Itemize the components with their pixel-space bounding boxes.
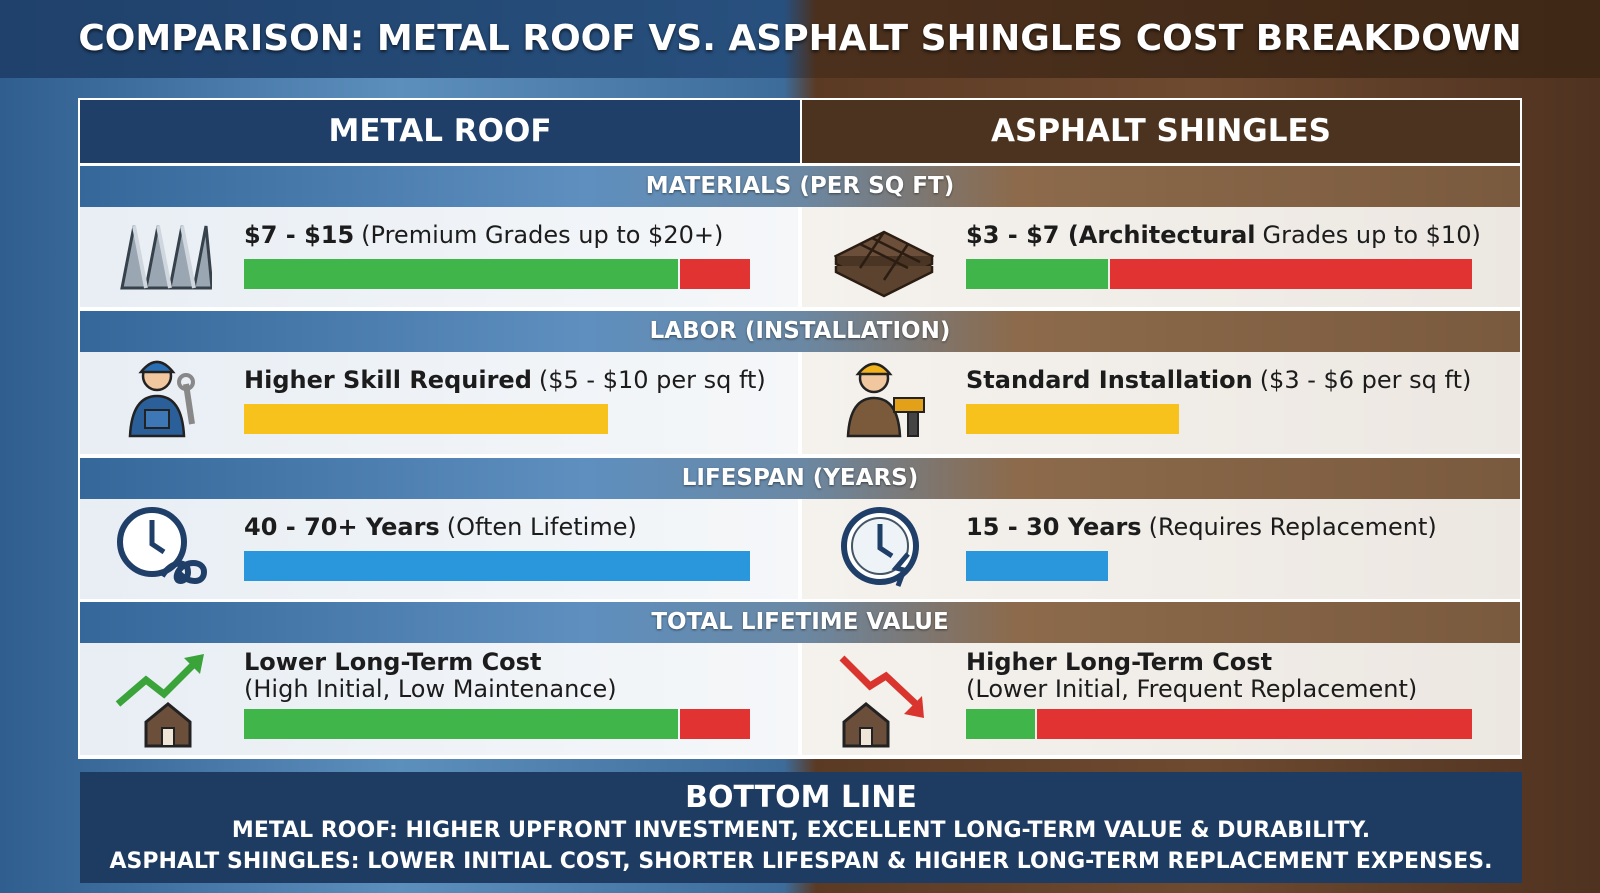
section-heading: LABOR (INSTALLATION): [80, 311, 1520, 352]
text: ($5 - $10 per sq ft): [538, 366, 766, 394]
comparison-cell: $7 - $15 (Premium Grades up to $20+): [80, 207, 798, 307]
bar: [244, 404, 750, 434]
cell-text: 15 - 30 Years (Requires Replacement): [966, 513, 1437, 541]
cell-text: $7 - $15 (Premium Grades up to $20+): [244, 221, 723, 249]
text: (Often Lifetime): [446, 513, 637, 541]
bar: [966, 259, 1472, 289]
comparison-cell: Higher Skill Required ($5 - $10 per sq ft…: [80, 352, 798, 454]
bar-segment: [244, 404, 609, 434]
bar-segment: [244, 551, 750, 581]
text: (High Initial, Low Maintenance): [244, 675, 617, 703]
bar-segment: [1037, 709, 1472, 739]
bar-segment: [966, 259, 1108, 289]
icon: [115, 654, 204, 748]
bold-text: $3 - $7 (Architectural: [966, 221, 1256, 249]
comparison-cell: Lower Long-Term Cost (High Initial, Low M…: [80, 643, 798, 755]
text: (Premium Grades up to $20+): [361, 221, 724, 249]
bold-text: Standard Installation: [966, 366, 1253, 394]
text: ($3 - $6 per sq ft): [1259, 366, 1472, 394]
bold-text: $7 - $15: [244, 221, 355, 249]
title: COMPARISON: METAL ROOF VS. ASPHALT SHING…: [78, 18, 1522, 59]
bar-segment: [1109, 259, 1472, 289]
bar: [244, 259, 750, 289]
comparison-cell: Standard Installation ($3 - $6 per sq ft): [802, 352, 1520, 454]
bar-segment: [679, 259, 750, 289]
bar-segment: [244, 709, 678, 739]
icon: [120, 225, 212, 290]
bar-segment: [966, 404, 1179, 434]
cell-text: Lower Long-Term Cost (High Initial, Low M…: [244, 649, 617, 703]
icon: [846, 362, 925, 438]
comparison-cell: 40 - 70+ Years (Often Lifetime): [80, 499, 798, 599]
bar: [244, 551, 750, 581]
bottom-line-text: METAL ROOF: HIGHER UPFRONT INVESTMENT, E…: [231, 818, 1371, 843]
bold-text: Lower Long-Term Cost: [244, 648, 542, 676]
cell-text: Higher Skill Required ($5 - $10 per sq ft…: [244, 366, 766, 394]
section-heading: TOTAL LIFETIME VALUE: [80, 602, 1520, 643]
icon: [128, 360, 195, 438]
text: (Requires Replacement): [1148, 513, 1437, 541]
section-heading: LIFESPAN (YEARS): [80, 458, 1520, 499]
bar-segment: [966, 551, 1108, 581]
icon: [839, 655, 924, 748]
title-bar: [0, 0, 1600, 78]
icon: [841, 507, 919, 587]
bar-segment: [679, 709, 750, 739]
bar-segment: [244, 259, 678, 289]
bar-segment: [966, 709, 1036, 739]
column-header: METAL ROOF: [80, 100, 800, 163]
bottom-line-text: ASPHALT SHINGLES: LOWER INITIAL COST, SH…: [109, 849, 1493, 874]
bold-text: Higher Skill Required: [244, 366, 532, 394]
bar: [966, 709, 1472, 739]
cell-text: Higher Long-Term Cost (Lower Initial, Fre…: [966, 649, 1417, 703]
comparison-cell: $3 - $7 (Architectural Grades up to $10): [802, 207, 1520, 307]
cell-text: $3 - $7 (Architectural Grades up to $10): [966, 221, 1481, 249]
bottom-line-heading: BOTTOM LINE: [685, 780, 917, 815]
bold-text: 40 - 70+ Years: [244, 513, 440, 541]
comparison-cell: Higher Long-Term Cost (Lower Initial, Fre…: [802, 643, 1520, 755]
bar: [244, 709, 750, 739]
bold-text: 15 - 30 Years: [966, 513, 1142, 541]
bold-text: Higher Long-Term Cost: [966, 648, 1273, 676]
cell-text: Standard Installation ($3 - $6 per sq ft): [966, 366, 1471, 394]
text: Grades up to $10): [1262, 221, 1481, 249]
column-header: ASPHALT SHINGLES: [802, 100, 1520, 163]
section-heading: MATERIALS (PER SQ FT): [80, 166, 1520, 207]
bottom-line: BOTTOM LINE METAL ROOF: HIGHER UPFRONT I…: [80, 772, 1522, 883]
cell-text: 40 - 70+ Years (Often Lifetime): [244, 513, 637, 541]
bar: [966, 404, 1472, 434]
comparison-cell: 15 - 30 Years (Requires Replacement): [802, 499, 1520, 599]
bar: [966, 551, 1472, 581]
text: (Lower Initial, Frequent Replacement): [966, 675, 1418, 703]
icon: [834, 230, 934, 298]
icon: [117, 507, 208, 584]
